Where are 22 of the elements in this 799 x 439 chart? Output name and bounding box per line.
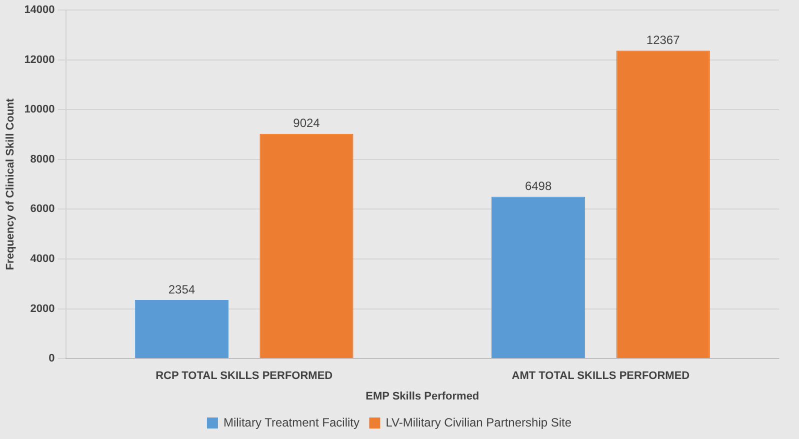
y-tick-label: 12000 [24,54,55,66]
x-axis-title: EMP Skills Performed [366,390,480,402]
y-tick-label: 0 [48,352,55,365]
y-tick-label: 14000 [24,4,55,16]
legend-label: Military Treatment Facility [223,415,360,430]
x-tick-label: RCP TOTAL SKILLS PERFORMED [156,370,333,382]
bar [134,300,228,358]
y-tick-label: 2000 [30,302,55,315]
data-label: 12367 [646,32,680,47]
data-label: 2354 [168,282,196,296]
x-tick-label: AMT TOTAL SKILLS PERFORMED [512,370,690,382]
bar [260,134,354,358]
y-tick-label: 6000 [30,203,55,216]
data-label: 6498 [524,179,552,194]
y-tick-label: 4000 [30,253,55,266]
y-tick-label: 8000 [30,153,55,166]
y-tick-label: 10000 [24,104,55,116]
bar [491,196,586,358]
legend-label: LV-Military Civilian Partnership Site [386,415,572,430]
bar [616,50,710,358]
y-axis-title: Frequency of Clinical Skill Count [4,98,17,270]
data-label: 9024 [293,116,320,130]
